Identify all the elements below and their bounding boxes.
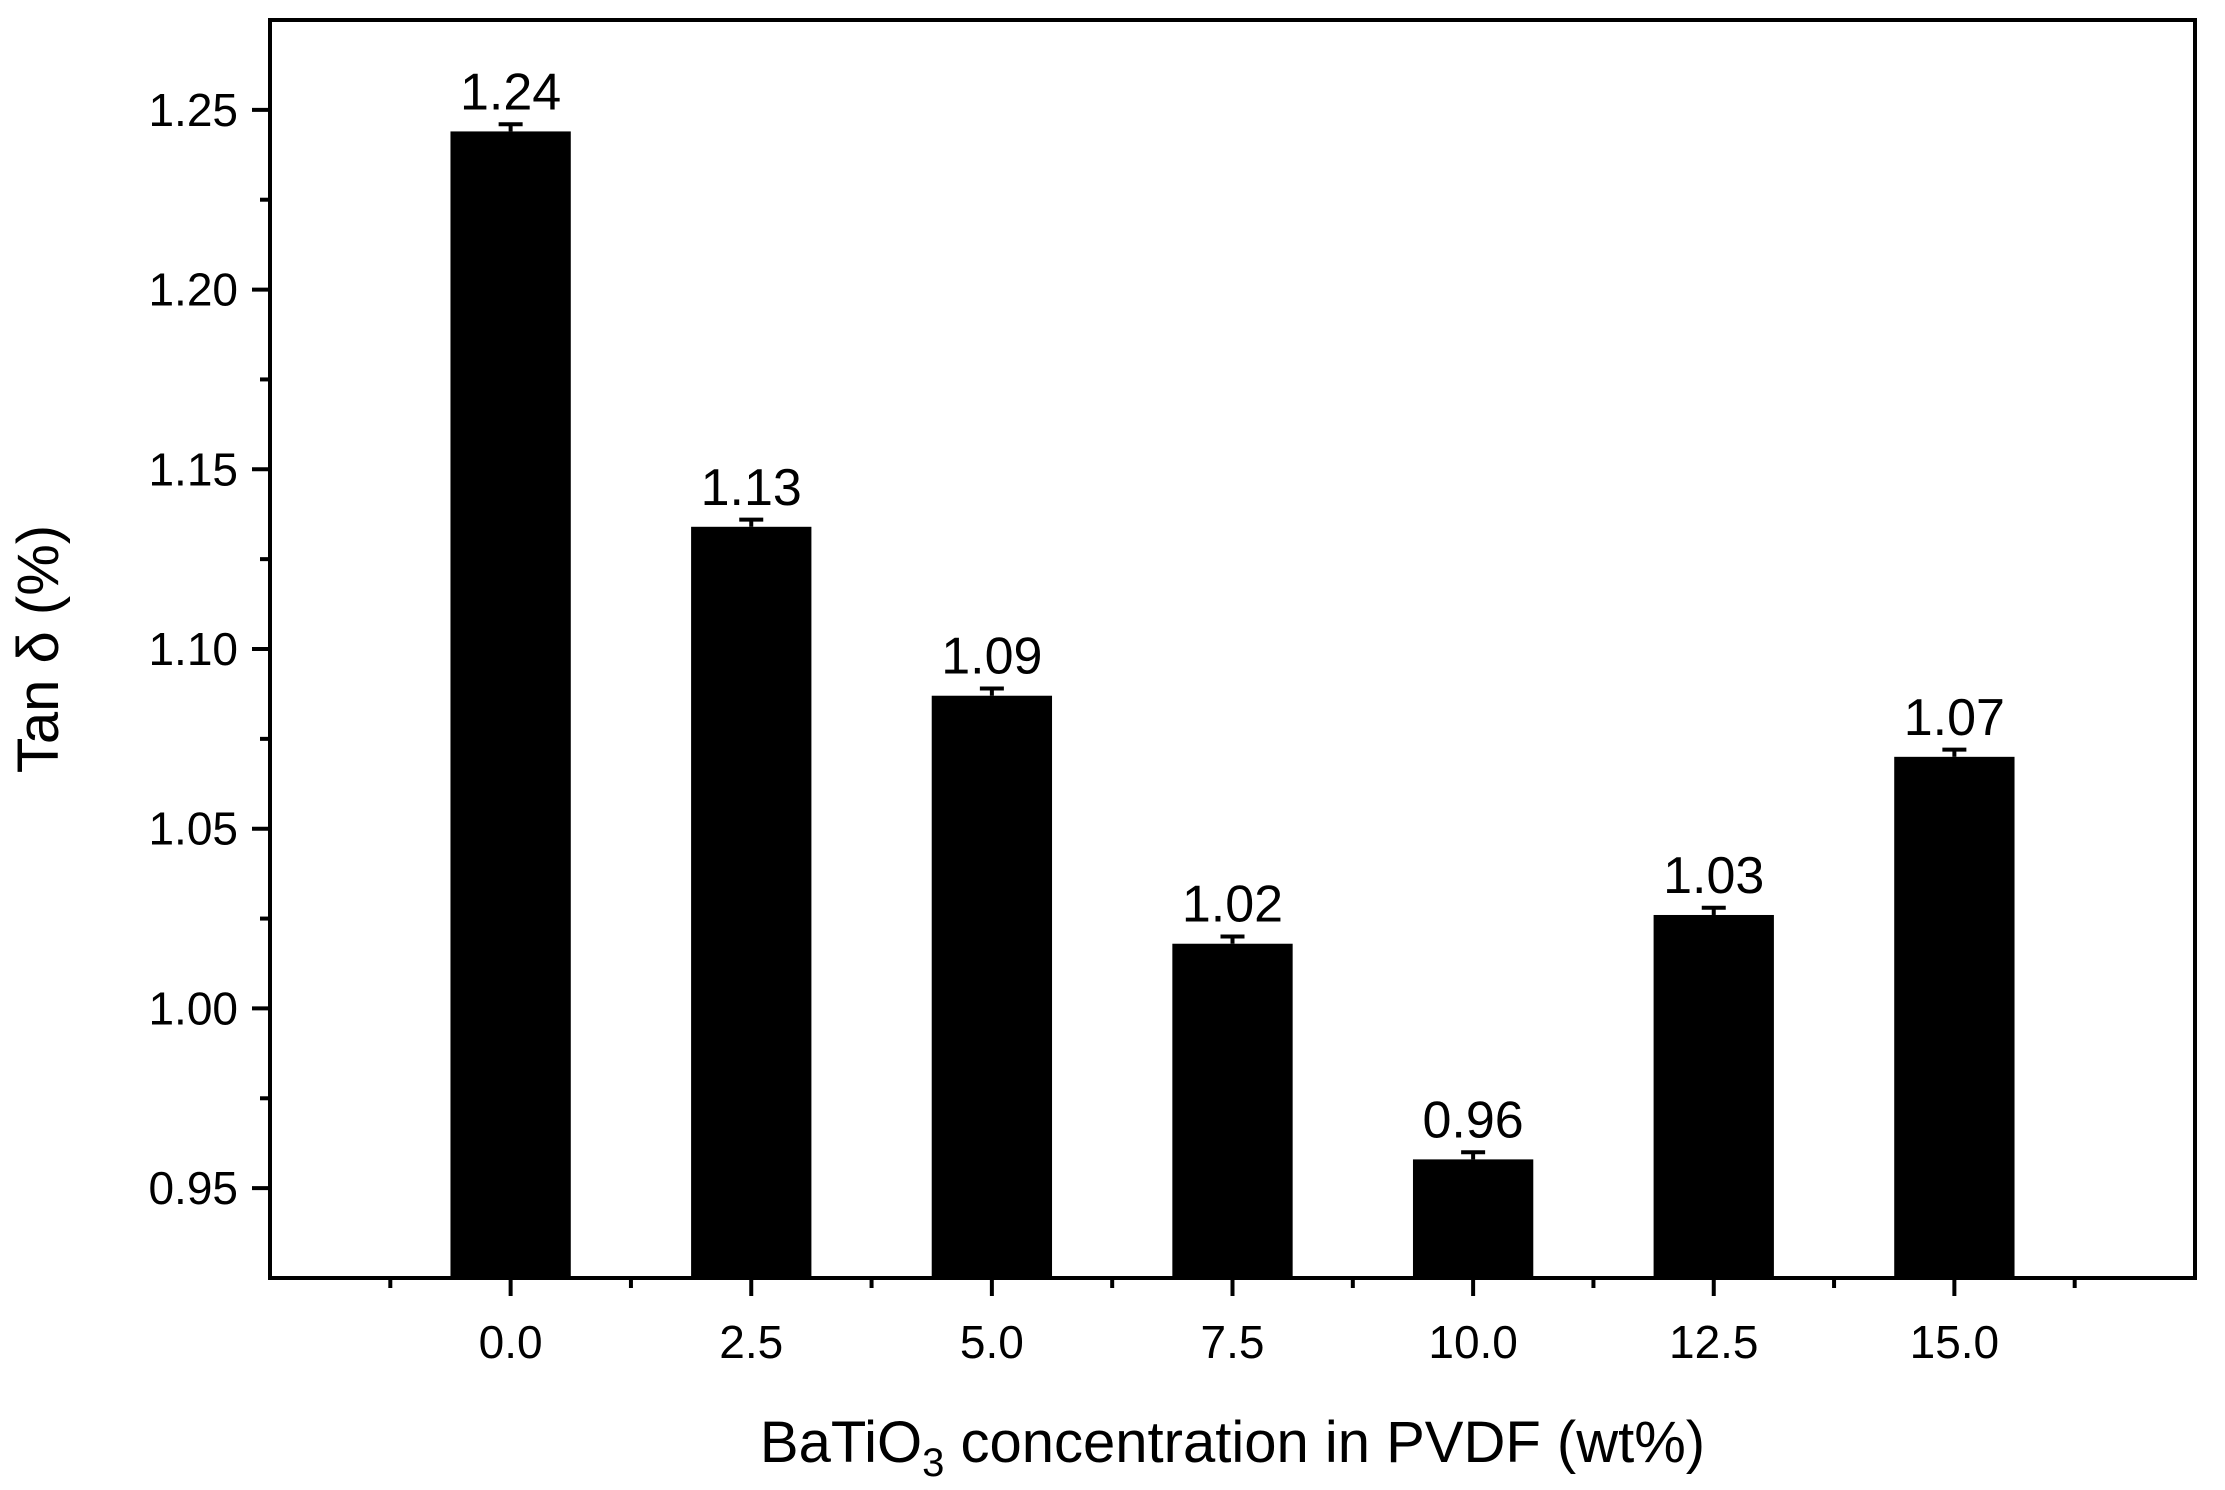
bars-layer (450, 131, 2015, 1278)
x-axis-title-subscript: 3 (922, 1441, 944, 1485)
data-label-7.5: 1.02 (1182, 876, 1283, 934)
data-labels-layer: 1.24 1.13 1.09 1.02 0.96 1.03 1.07 (460, 63, 2005, 1149)
x-tick-label-2.5: 2.5 (719, 1316, 783, 1368)
bar-10.0 (1412, 1159, 1534, 1278)
y-tick-label-1.25: 1.25 (148, 84, 238, 136)
y-ticks-layer: 0.95 1.00 1.05 1.10 1.15 1.20 1.25 (148, 84, 270, 1214)
x-tick-label-0.0: 0.0 (479, 1316, 543, 1368)
data-label-5.0: 1.09 (941, 628, 1042, 686)
x-tick-label-7.5: 7.5 (1201, 1316, 1265, 1368)
x-axis-title-main: BaTiO (760, 1410, 922, 1475)
x-axis-title-rest: concentration in PVDF (wt%) (944, 1410, 1705, 1475)
bar-0.0 (450, 131, 571, 1278)
x-tick-label-15.0: 15.0 (1910, 1316, 2000, 1368)
data-label-2.5: 1.13 (701, 459, 802, 517)
x-tick-label-12.5: 12.5 (1669, 1316, 1759, 1368)
y-tick-label-1.15: 1.15 (148, 443, 238, 495)
bar-12.5 (1653, 914, 1774, 1278)
data-label-12.5: 1.03 (1663, 847, 1764, 905)
bar-5.0 (931, 695, 1053, 1278)
y-axis-title: Tan δ (%) (6, 525, 71, 773)
data-label-15.0: 1.07 (1904, 689, 2005, 747)
bar-15.0 (1894, 756, 2015, 1278)
y-tick-label-0.95: 0.95 (148, 1162, 238, 1214)
error-bars-layer (498, 122, 1967, 1160)
x-tick-label-5.0: 5.0 (960, 1316, 1024, 1368)
x-axis-title: BaTiO3 concentration in PVDF (wt%) (760, 1410, 1705, 1485)
data-label-10.0: 0.96 (1423, 1091, 1524, 1149)
x-ticks-layer: 0.0 2.5 5.0 7.5 10.0 12.5 15.0 (388, 1278, 2077, 1368)
data-label-0.0: 1.24 (460, 63, 561, 121)
y-tick-label-1.00: 1.00 (148, 982, 238, 1034)
y-tick-label-1.10: 1.10 (148, 623, 238, 675)
x-tick-label-10.0: 10.0 (1428, 1316, 1518, 1368)
y-tick-label-1.05: 1.05 (148, 803, 238, 855)
y-tick-label-1.20: 1.20 (148, 264, 238, 316)
bar-2.5 (691, 526, 812, 1278)
bar-7.5 (1172, 943, 1293, 1278)
